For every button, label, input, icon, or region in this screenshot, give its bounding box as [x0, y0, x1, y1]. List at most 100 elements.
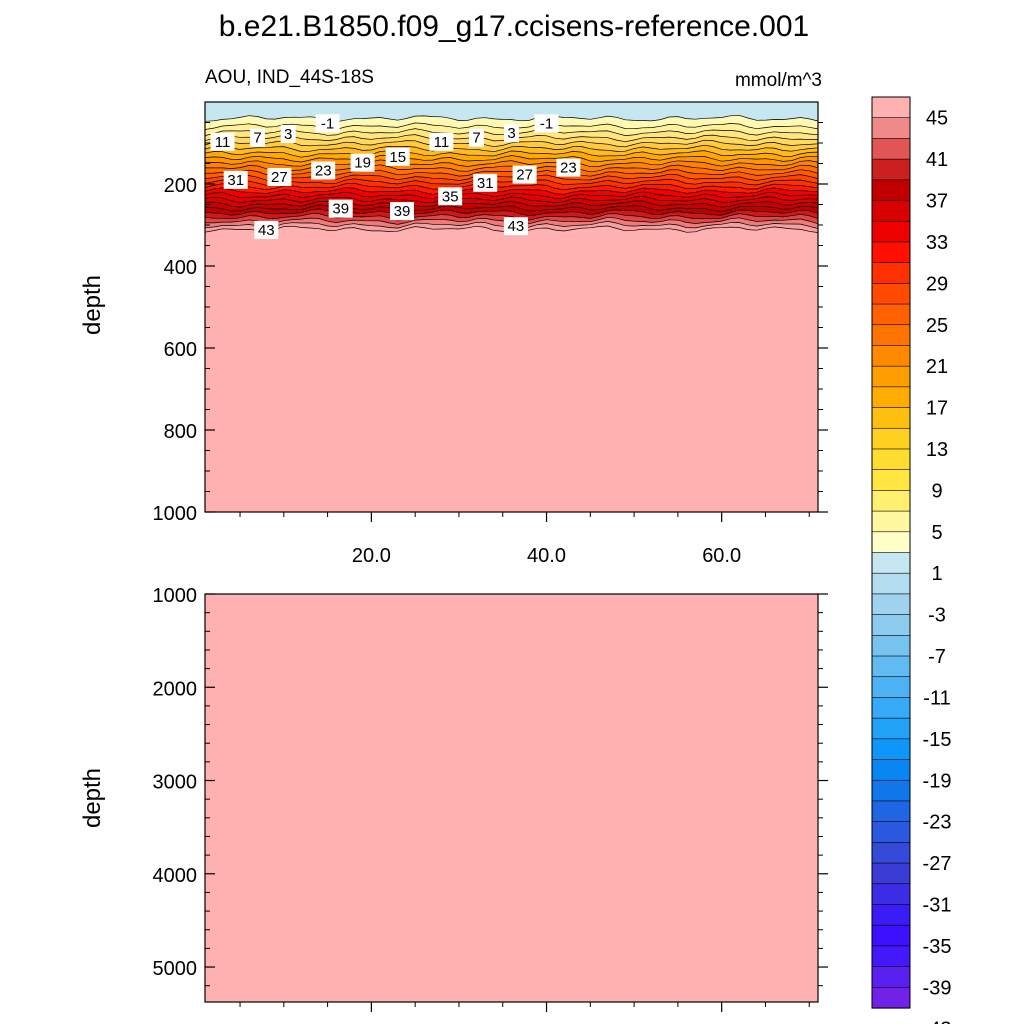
- figure-title: b.e21.B1850.f09_g17.ccisens-reference.00…: [219, 10, 809, 43]
- contour-label: 23: [556, 158, 581, 177]
- contour-label: 7: [250, 128, 265, 147]
- svg-text:7: 7: [472, 130, 480, 147]
- contour-line: [204, 213, 819, 221]
- colorbar-label: -15: [923, 729, 952, 751]
- contour-label: 39: [390, 202, 414, 221]
- colorbar-swatch: [871, 717, 911, 740]
- colorbar-swatch: [871, 241, 911, 264]
- colorbar-swatch: [871, 490, 911, 512]
- colorbar-swatch: [871, 779, 911, 802]
- colorbar-swatch: [871, 200, 911, 222]
- contour-label: 39: [328, 199, 353, 218]
- colorbar-label: -23: [923, 812, 952, 834]
- x-tick-label: 60.0: [702, 545, 741, 567]
- colorbar-swatch: [871, 883, 911, 906]
- colorbar-label: 13: [926, 439, 948, 461]
- colorbar-label: 45: [926, 108, 948, 130]
- colorbar-label: -31: [923, 895, 952, 917]
- svg-text:39: 39: [394, 203, 411, 220]
- upper-plot-frame: [204, 101, 819, 513]
- colorbar-swatch: [871, 365, 911, 388]
- contour-label: 43: [254, 220, 279, 239]
- upper-panel: AOU, IND_44S-18S mmol/m^3 depth 11 7 3-131…: [79, 67, 828, 567]
- colorbar-label: -11: [923, 687, 950, 709]
- colorbar-label: 25: [926, 315, 948, 337]
- colorbar-swatch: [871, 904, 911, 926]
- upper-left-label: AOU, IND_44S-18S: [205, 67, 374, 88]
- colorbar-swatch: [871, 158, 911, 181]
- contour-line: [204, 173, 819, 181]
- contour-label: 23: [311, 161, 336, 180]
- svg-text:31: 31: [477, 175, 494, 192]
- lower-plot-frame: [204, 593, 819, 1003]
- contour-line: [204, 144, 819, 153]
- svg-text:-1: -1: [321, 115, 334, 132]
- contour-band: [205, 178, 818, 190]
- svg-text:43: 43: [258, 222, 275, 239]
- colorbar-swatch: [871, 510, 911, 533]
- contour-label: 15: [385, 147, 410, 166]
- upper-y-tick-label: 600: [164, 339, 197, 361]
- colorbar-label: 41: [926, 149, 948, 171]
- contour-line: [204, 139, 819, 148]
- colorbar-label: -43: [923, 1019, 952, 1024]
- colorbar-swatch: [871, 966, 911, 988]
- colorbar-swatch: [871, 862, 911, 885]
- contour-label: 43: [503, 217, 528, 236]
- colorbar-swatch: [871, 697, 911, 719]
- lower-y-tick-label: 3000: [153, 772, 198, 794]
- svg-text:15: 15: [389, 149, 406, 166]
- svg-text:31: 31: [227, 172, 244, 189]
- contour-band: [205, 201, 818, 212]
- contour-label: 27: [512, 165, 537, 184]
- colorbar-swatch: [871, 738, 911, 761]
- colorbar-label: 37: [926, 191, 948, 213]
- svg-text:27: 27: [516, 167, 533, 184]
- colorbar-swatch: [871, 676, 911, 699]
- colorbar-label: 5: [931, 522, 942, 544]
- colorbar-swatch: [871, 800, 911, 823]
- svg-text:27: 27: [271, 169, 288, 186]
- contour-band: [205, 183, 818, 195]
- colorbar-label: -7: [928, 646, 946, 668]
- colorbar: 45 41 37 33 29 25 21 17 13 9 5 1 -3 -7 -11 -15 -19 -23 -27…: [871, 96, 952, 1024]
- contour-band: [205, 174, 818, 186]
- contour-line: [204, 178, 819, 186]
- colorbar-swatch: [871, 614, 911, 636]
- upper-y-tick-label: 200: [164, 175, 197, 197]
- contour-label: -1: [534, 114, 559, 133]
- lower-y-tick-label: 2000: [153, 678, 198, 700]
- contour-band-surface: [205, 102, 818, 122]
- colorbar-swatch: [871, 138, 911, 160]
- colorbar-swatch: [871, 635, 911, 657]
- contour-line: [204, 187, 819, 195]
- contour-band: [205, 169, 818, 181]
- svg-text:39: 39: [332, 201, 349, 218]
- contour-label: 3: [280, 125, 296, 143]
- colorbar-swatch: [871, 572, 911, 595]
- colorbar-swatch: [871, 96, 911, 119]
- upper-y-tick-label: 800: [164, 421, 197, 443]
- lower-axis-ticks: 1000 2000 3000 4000 5000: [153, 585, 828, 1012]
- contour-band: [205, 208, 818, 221]
- svg-text:7: 7: [253, 130, 261, 147]
- contour-line: [204, 204, 819, 212]
- colorbar-label: 1: [931, 563, 942, 585]
- colorbar-label: -39: [923, 977, 952, 999]
- svg-text:-1: -1: [540, 115, 553, 132]
- upper-y-tick-label: 400: [164, 257, 197, 279]
- colorbar-swatch: [871, 386, 911, 409]
- contour-label: 19: [350, 153, 375, 172]
- contour-label: 11: [210, 132, 235, 151]
- colorbar-label: -19: [923, 770, 952, 792]
- colorbar-label: 29: [926, 273, 948, 295]
- upper-contour-lines: [204, 114, 819, 233]
- contour-label: 35: [438, 187, 463, 206]
- colorbar-swatch: [871, 531, 911, 554]
- contour-line: [204, 208, 819, 217]
- contour-line: [204, 200, 819, 208]
- svg-text:43: 43: [508, 218, 525, 235]
- colorbar-swatch: [871, 117, 911, 139]
- contour-label: 11: [429, 132, 454, 151]
